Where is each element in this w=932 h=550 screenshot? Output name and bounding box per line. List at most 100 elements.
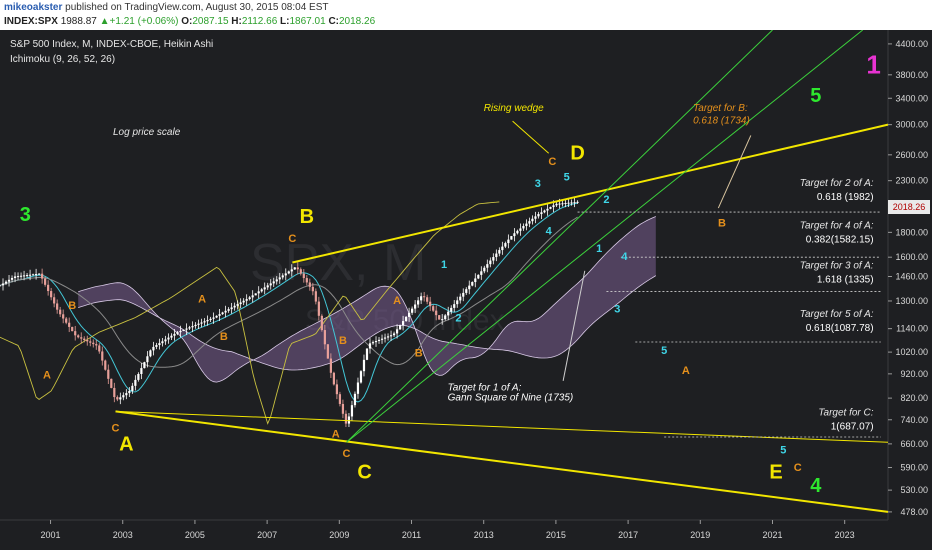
- candle-body: [573, 202, 576, 204]
- candle-body: [561, 203, 564, 205]
- candle-body: [284, 273, 287, 276]
- candle-body: [534, 216, 537, 219]
- candle-body: [474, 278, 477, 283]
- candle-body: [152, 346, 155, 351]
- candle-body: [31, 274, 35, 276]
- target-value: 1.618 (1335): [817, 275, 874, 286]
- candle-body: [317, 301, 320, 316]
- candle-body: [125, 393, 128, 396]
- candle-body: [414, 304, 417, 309]
- target-label: Target for 5 of A:: [800, 309, 874, 320]
- y-tick-label: 740.00: [900, 415, 928, 425]
- low-label: L:: [280, 16, 290, 27]
- candle-body: [465, 289, 468, 293]
- candle-body: [188, 327, 191, 329]
- candle-body: [441, 319, 444, 321]
- y-tick-label: 590.00: [900, 463, 928, 473]
- candle-body: [326, 344, 329, 359]
- candle-body: [212, 317, 215, 319]
- candle-body: [170, 335, 173, 338]
- wave-label: 3: [535, 178, 541, 190]
- candle-body: [140, 368, 143, 375]
- candle-body: [116, 397, 119, 400]
- x-tick-label: 2001: [41, 530, 61, 540]
- target-value: 0.618(1087.78): [806, 323, 874, 334]
- candle-body: [353, 393, 357, 406]
- candle-body: [495, 253, 498, 258]
- arrow-line: [717, 135, 752, 209]
- trendline-channel-1: [346, 30, 773, 443]
- candle-body: [197, 323, 200, 325]
- wave-label: 5: [780, 445, 786, 457]
- candle-body: [0, 285, 2, 287]
- candle-body: [251, 295, 254, 298]
- candle-body: [525, 223, 528, 227]
- wave-label: A: [393, 295, 401, 307]
- high-label: H:: [231, 16, 242, 27]
- target-lines: Target for 2 of A: 0.618 (1982) Target for…: [448, 103, 881, 438]
- candle-body: [477, 274, 480, 279]
- candle-body: [86, 340, 89, 342]
- candle-body: [338, 394, 342, 404]
- candle-body: [44, 278, 47, 285]
- candle-body: [356, 382, 360, 394]
- candle-body: [218, 314, 221, 316]
- candle-body: [429, 301, 432, 307]
- wave-label: 1: [866, 50, 880, 80]
- candle-body: [236, 304, 239, 306]
- candle-body: [438, 315, 441, 320]
- candle-body: [341, 403, 345, 414]
- candle-body: [113, 387, 116, 398]
- target-label: Target for 4 of A:: [800, 220, 874, 231]
- candle-body: [567, 202, 570, 204]
- price-chart[interactable]: SPX, M S&P 500 Index Target for 2 of A:0…: [0, 30, 932, 550]
- candle-body: [504, 243, 507, 247]
- candle-body: [383, 337, 387, 339]
- wave-label: 2: [603, 194, 609, 206]
- candle-body: [480, 271, 483, 275]
- x-tick-label: 2015: [546, 530, 566, 540]
- wave-label: B: [718, 218, 726, 230]
- last-price-badge: [888, 200, 930, 214]
- y-tick-label: 478.00: [900, 507, 928, 517]
- x-tick-label: 2005: [185, 530, 205, 540]
- candle-body: [104, 360, 107, 370]
- candle-body: [359, 371, 363, 383]
- candle-body: [332, 372, 336, 385]
- candle-body: [299, 269, 302, 274]
- candle-body: [444, 315, 447, 320]
- candle-body: [74, 331, 77, 336]
- candle-body: [239, 302, 242, 305]
- candle-body: [576, 201, 579, 203]
- y-tick-label: 1460.00: [895, 271, 928, 281]
- candle-body: [392, 333, 396, 336]
- candle-body: [182, 329, 185, 331]
- candle-body: [507, 239, 510, 244]
- x-tick-label: 2023: [835, 530, 855, 540]
- candle-body: [83, 338, 86, 340]
- kijun-line: [0, 216, 578, 368]
- candle-body: [89, 341, 92, 343]
- candle-body: [206, 320, 209, 322]
- x-tick-label: 2019: [690, 530, 710, 540]
- author-link[interactable]: mikeoakster: [4, 2, 63, 13]
- candle-body: [513, 233, 516, 237]
- candle-body: [269, 283, 272, 286]
- y-tick-label: 4400.00: [895, 39, 928, 49]
- candle-body: [323, 330, 326, 345]
- candle-body: [320, 315, 323, 331]
- candle-body: [395, 329, 399, 334]
- candle-body: [450, 307, 453, 312]
- annotation-text: 0.618 (1734): [693, 115, 750, 126]
- wave-label: 2: [455, 312, 461, 324]
- wave-label: 3: [614, 304, 620, 316]
- trend-lines: [115, 30, 889, 513]
- last-price-badge-text: 2018.26: [893, 202, 926, 212]
- cloud-fill: [78, 216, 656, 383]
- candle-body: [119, 397, 122, 400]
- time-ticks: 2001 2003 2005 2007 2009 2011 2013 2015 2017 2019…: [41, 520, 855, 540]
- wave-label: 4: [546, 226, 553, 238]
- candle-body: [519, 228, 522, 231]
- candle-body: [194, 324, 197, 327]
- candle-body: [296, 267, 299, 270]
